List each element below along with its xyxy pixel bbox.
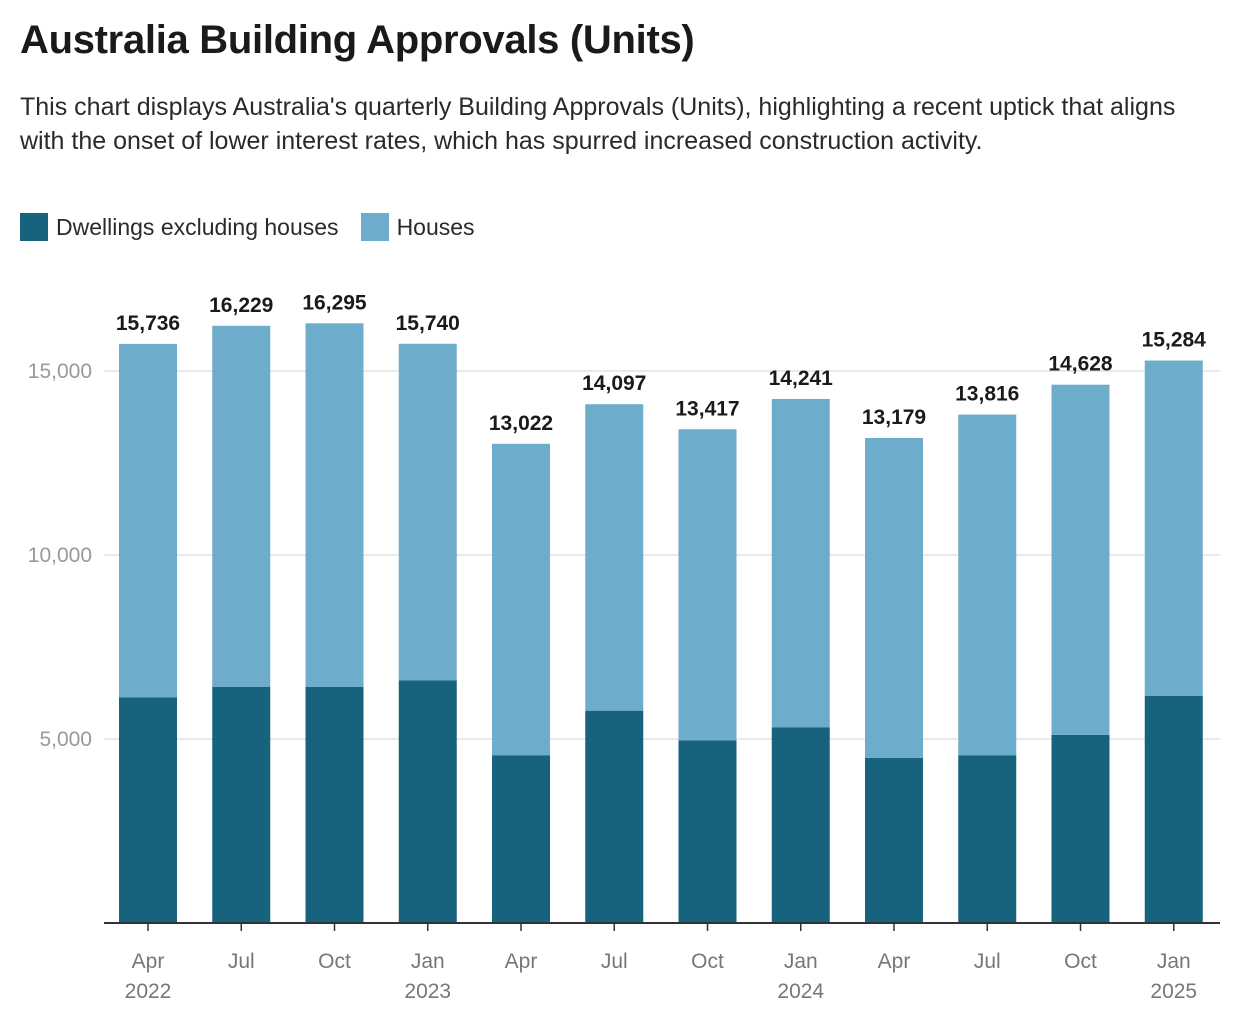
x-tick-label: Jul [228,950,255,973]
bar-dwellings [305,686,364,923]
x-tick-label: Jan [1157,950,1191,973]
bar-houses [305,323,364,687]
bar-dwellings [119,697,177,923]
legend-item-houses: Houses [360,213,475,241]
x-tick-year-label: 2024 [777,980,824,1003]
legend-item-dwellings: Dwellings excluding houses [20,213,339,241]
data-label: 13,022 [489,412,553,435]
legend-swatch-houses [360,213,389,241]
bar-dwellings [398,680,457,923]
y-tick-label: 5,000 [39,728,92,751]
data-label: 13,417 [675,397,739,420]
bar-houses [119,343,177,698]
bar-houses [771,398,830,728]
x-tick-label: Oct [318,950,351,973]
bar-houses [1051,384,1110,735]
chart-title: Australia Building Approvals (Units) [20,18,695,62]
bar-dwellings [585,710,644,923]
bar-houses [585,404,644,711]
x-tick-label: Jan [411,950,445,973]
data-label: 16,295 [302,291,367,314]
bar-dwellings [1051,734,1110,923]
data-label: 15,284 [1142,329,1207,352]
data-label: 13,816 [955,383,1019,406]
bar-dwellings [865,757,923,923]
data-label: 15,740 [396,312,460,335]
bar-houses [865,438,923,758]
chart-subtitle: This chart displays Australia's quarterl… [20,93,1176,155]
x-tick-label: Oct [691,950,724,973]
bar-houses [212,325,271,687]
data-label: 14,241 [769,367,834,390]
bar-houses [1144,360,1203,696]
x-tick-year-label: 2025 [1150,980,1197,1003]
x-tick-year-label: 2023 [404,980,451,1003]
bar-dwellings [212,686,271,923]
x-tick-label: Jan [784,950,818,973]
x-tick-label: Apr [132,950,165,973]
bar-houses [958,414,1017,756]
legend-label-dwellings: Dwellings excluding houses [56,213,339,240]
bar-houses [678,429,737,741]
x-tick-label: Oct [1064,950,1097,973]
x-tick-label: Apr [505,950,538,973]
legend-label-houses: Houses [396,213,475,240]
data-label: 14,628 [1048,353,1113,376]
bar-dwellings [678,740,737,923]
x-tick-label: Jul [974,950,1001,973]
bar-houses [398,343,457,681]
bar-dwellings [958,755,1017,923]
x-tick-year-label: 2022 [125,980,172,1003]
x-tick-label: Jul [601,950,628,973]
y-tick-label: 15,000 [28,360,92,383]
bar-dwellings [492,755,550,923]
bar-dwellings [1144,695,1203,923]
legend-swatch-dwellings [20,213,48,241]
bar-houses [492,443,550,756]
data-label: 14,097 [582,372,646,395]
y-tick-label: 10,000 [28,544,92,567]
data-label: 16,229 [209,294,273,317]
data-label: 15,736 [116,312,180,335]
data-label: 13,179 [862,406,926,429]
legend: Dwellings excluding houses Houses [20,213,497,241]
x-tick-label: Apr [878,950,911,973]
bar-dwellings [771,727,830,923]
